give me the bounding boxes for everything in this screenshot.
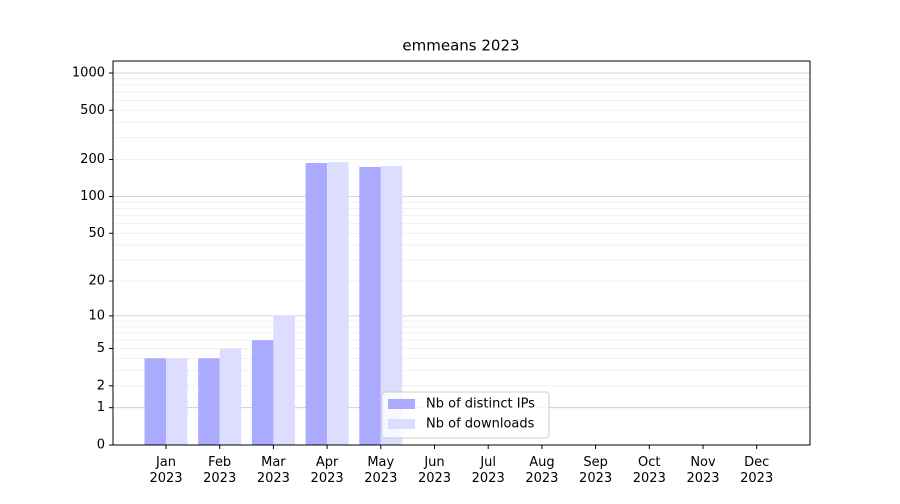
y-tick-label: 10 [88, 308, 105, 323]
y-tick-label: 100 [80, 189, 105, 204]
bar [219, 348, 242, 445]
plot-frame [112, 60, 811, 446]
x-tick-label: Aug 2023 [525, 455, 558, 486]
chart-title: emmeans 2023 [402, 37, 519, 55]
y-tick-label: 0 [97, 438, 105, 453]
x-tick-label: Oct 2023 [633, 455, 666, 486]
y-tick-label: 2 [97, 378, 105, 393]
bar [166, 358, 188, 445]
legend-swatch [388, 419, 415, 429]
x-tick-label: Jan 2023 [149, 455, 182, 486]
bar [273, 315, 295, 445]
bar [251, 340, 274, 445]
y-tick-label: 1 [97, 400, 105, 415]
x-tick-label: Sep 2023 [579, 455, 612, 486]
y-tick-label: 1000 [72, 66, 105, 81]
bar [327, 162, 349, 445]
bar [198, 358, 220, 445]
bar [380, 165, 403, 445]
x-tick-label: Mar 2023 [257, 455, 290, 486]
x-tick-label: Jun 2023 [418, 455, 451, 486]
bar [359, 166, 381, 445]
legend-swatch [388, 399, 415, 409]
x-tick-label: May 2023 [364, 455, 397, 486]
bar [144, 358, 166, 445]
legend-label: Nb of downloads [426, 417, 535, 432]
x-tick-label: Feb 2023 [203, 455, 236, 486]
legend-label: Nb of distinct IPs [426, 397, 535, 412]
x-tick-label: Jul 2023 [472, 455, 505, 486]
x-tick-label: Dec 2023 [740, 455, 773, 486]
y-tick-label: 5 [97, 341, 105, 356]
y-tick-label: 200 [80, 152, 105, 167]
y-tick-label: 500 [80, 103, 105, 118]
y-tick-label: 20 [88, 274, 105, 289]
y-tick-label: 50 [88, 226, 105, 241]
bar [305, 163, 328, 446]
legend-box [381, 391, 550, 439]
x-tick-label: Nov 2023 [686, 455, 719, 486]
x-tick-label: Apr 2023 [311, 455, 344, 486]
